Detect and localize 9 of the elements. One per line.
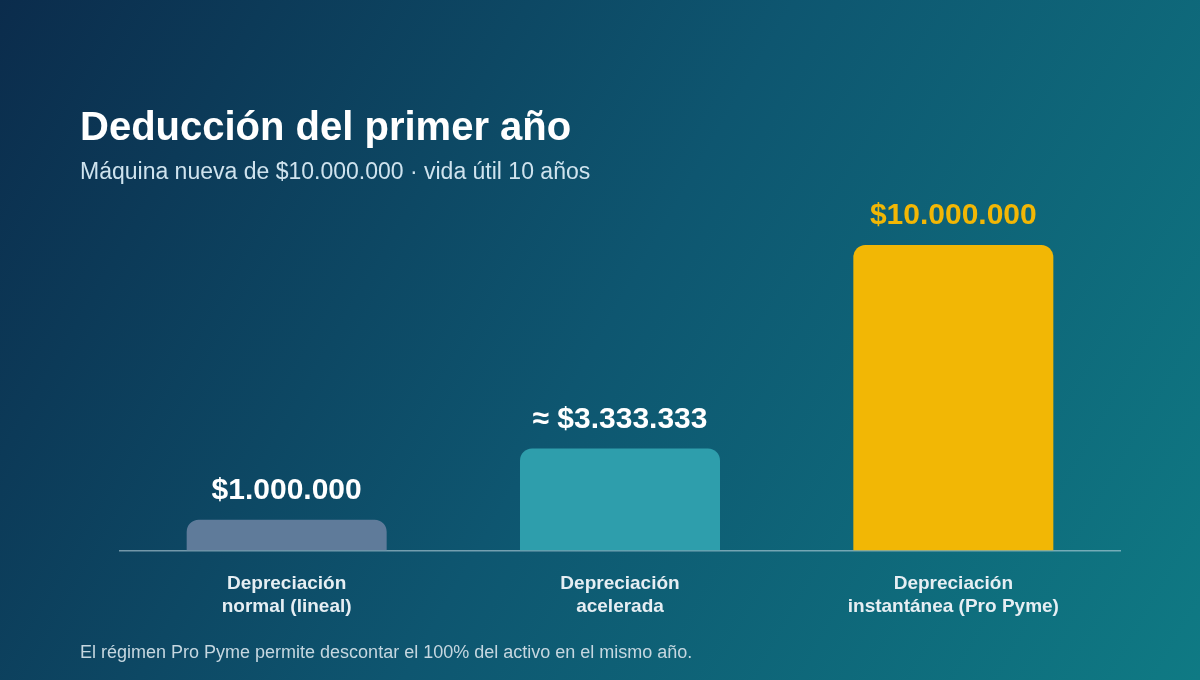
x-tick-label: Depreciación normal (lineal)	[221, 572, 352, 616]
data-label: ≈ $3.333.333	[532, 400, 708, 434]
x-tick-label: Depreciación instantánea (Pro Pyme)	[847, 572, 1059, 616]
chart-subtitle: Máquina nueva de $10.000.000 · vida útil 10 años	[80, 158, 591, 185]
chart-title: Deducción del primer año	[80, 104, 572, 149]
data-label: $1.000.000	[211, 472, 362, 506]
text: El régimen Pro Pyme permite descontar el 100% del activo en el mismo año.	[80, 642, 693, 663]
x-tick-label: Depreciación acelerada	[560, 572, 680, 616]
data-label: $10.000.000	[869, 197, 1037, 231]
